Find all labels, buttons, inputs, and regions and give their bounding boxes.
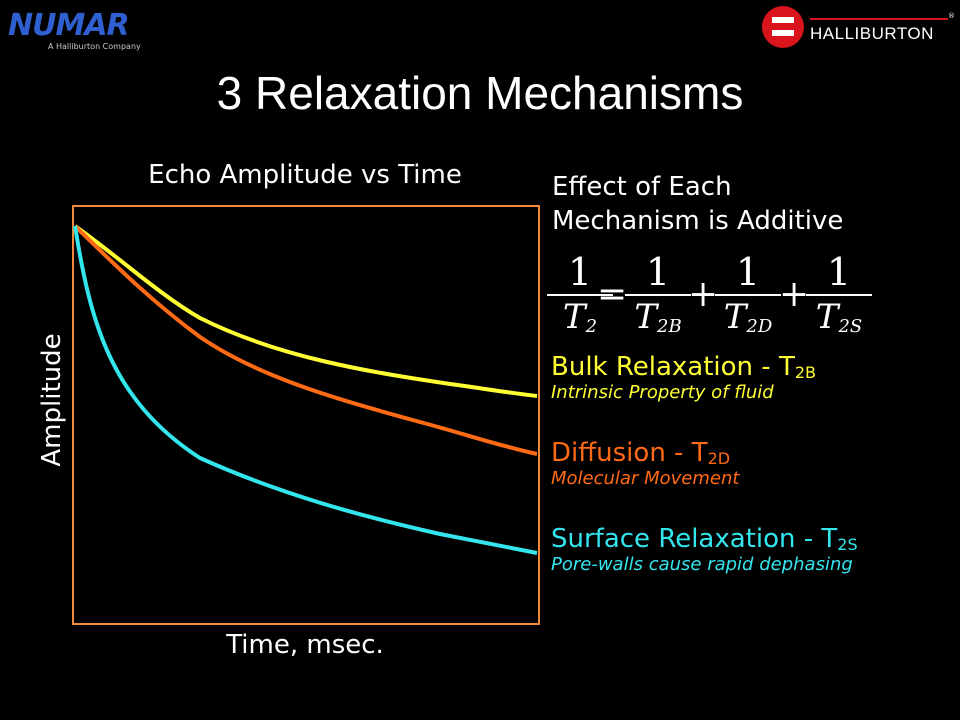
numerator: 1 bbox=[826, 250, 852, 294]
denominator-subscript: 2S bbox=[838, 316, 863, 337]
mechanism-description: Pore-walls cause rapid dephasing bbox=[551, 554, 853, 575]
denominator: T2 bbox=[545, 296, 615, 348]
denominator-subscript: 2D bbox=[746, 316, 773, 337]
mechanism-title: Bulk Relaxation - T2B bbox=[551, 352, 816, 382]
curve-diffusion bbox=[73, 224, 538, 456]
registered-mark: ® bbox=[948, 12, 955, 20]
halliburton-logo: HALLIBURTON ® bbox=[756, 4, 956, 48]
effect-line-2: Mechanism is Additive bbox=[552, 206, 844, 236]
x-axis-label: Time, msec. bbox=[226, 630, 384, 660]
fraction-surface: 1 T2S bbox=[804, 250, 874, 348]
halliburton-rule bbox=[810, 18, 948, 20]
denominator: T2B bbox=[623, 296, 693, 348]
denominator: T2D bbox=[713, 296, 783, 348]
relaxation-equation: 1 T2 = 1 T2B + 1 T2D + 1 T2S bbox=[545, 250, 875, 340]
numar-logo: NUMAR A Halliburton Company bbox=[8, 8, 158, 52]
mechanism-subscript: 2D bbox=[707, 449, 731, 468]
curve-surface bbox=[73, 225, 538, 555]
fraction-bar bbox=[625, 294, 691, 296]
denominator-symbol: T bbox=[723, 297, 747, 337]
mechanism-subscript: 2B bbox=[794, 363, 816, 382]
effect-line-1: Effect of Each bbox=[552, 172, 732, 202]
halliburton-badge-icon bbox=[762, 6, 804, 48]
curve-bulk bbox=[73, 224, 538, 398]
effect-statement: Effect of Each Mechanism is Additive bbox=[552, 170, 843, 238]
numerator: 1 bbox=[645, 250, 671, 294]
graph-heading: Echo Amplitude vs Time bbox=[148, 160, 462, 190]
numar-tagline: A Halliburton Company bbox=[48, 42, 141, 51]
mechanism-title: Diffusion - T2D bbox=[551, 438, 739, 468]
y-axis-label: Amplitude bbox=[37, 333, 67, 467]
mechanism-diffusion: Diffusion - T2D Molecular Movement bbox=[551, 438, 739, 489]
fraction-bar bbox=[806, 294, 872, 296]
graph-frame bbox=[72, 205, 540, 625]
mechanism-title-text: Diffusion - T bbox=[551, 438, 708, 468]
denominator-symbol: T bbox=[815, 297, 839, 337]
equals-sign: = bbox=[597, 274, 628, 315]
mechanism-title: Surface Relaxation - T2S bbox=[551, 524, 858, 554]
fraction-bulk: 1 T2B bbox=[623, 250, 693, 348]
mechanism-title-text: Surface Relaxation - T bbox=[551, 524, 838, 554]
denominator-subscript: 2 bbox=[585, 316, 598, 337]
denominator-subscript: 2B bbox=[657, 316, 682, 337]
mechanism-description: Molecular Movement bbox=[551, 468, 740, 489]
fraction-bar bbox=[547, 294, 613, 296]
fraction-bar bbox=[715, 294, 781, 296]
numerator: 1 bbox=[735, 250, 761, 294]
fraction-lhs: 1 T2 bbox=[545, 250, 615, 348]
mechanism-title-text: Bulk Relaxation - T bbox=[551, 352, 795, 382]
mechanism-bulk: Bulk Relaxation - T2B Intrinsic Property… bbox=[551, 352, 816, 403]
mechanism-description: Intrinsic Property of fluid bbox=[551, 382, 774, 403]
denominator-symbol: T bbox=[634, 297, 657, 337]
numar-wordmark: NUMAR bbox=[8, 8, 130, 43]
plus-sign: + bbox=[688, 274, 719, 315]
fraction-diffusion: 1 T2D bbox=[713, 250, 783, 348]
numerator: 1 bbox=[567, 250, 593, 294]
halliburton-wordmark: HALLIBURTON bbox=[810, 24, 934, 43]
mechanism-surface: Surface Relaxation - T2S Pore-walls caus… bbox=[551, 524, 858, 575]
denominator: T2S bbox=[804, 296, 874, 348]
mechanism-subscript: 2S bbox=[837, 535, 858, 554]
plus-sign: + bbox=[779, 274, 810, 315]
denominator-symbol: T bbox=[562, 297, 586, 337]
page-title: 3 Relaxation Mechanisms bbox=[216, 67, 744, 119]
